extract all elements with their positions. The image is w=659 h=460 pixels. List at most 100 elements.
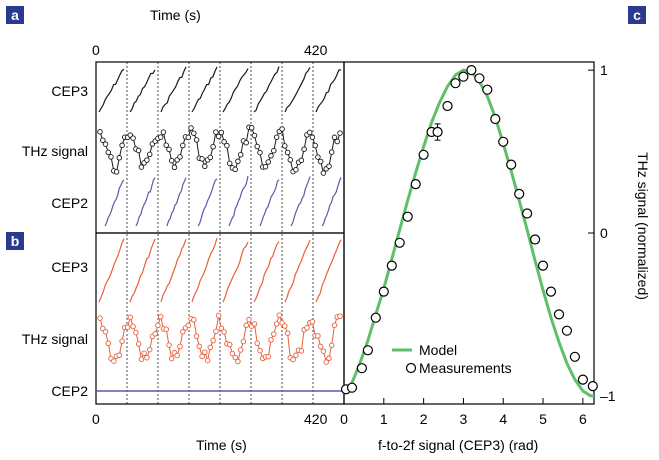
panel-a-thz-point	[135, 147, 142, 154]
x-axis-label: f-to-2f signal (CEP3) (rad)	[378, 437, 538, 453]
panel-b-label-cep3: CEP3	[51, 259, 88, 275]
panel-b-thz-point	[243, 322, 249, 329]
panel-b-thz-point	[155, 322, 161, 329]
panel-a-thz-point	[254, 143, 260, 150]
panel-a-thz-point	[326, 163, 332, 169]
panel-b-thz-point	[97, 315, 103, 321]
measurement-point	[442, 100, 453, 112]
panel-a-thz-point	[337, 130, 343, 136]
panel-a-thz-point	[218, 129, 225, 136]
panel-a-thz-point	[328, 149, 335, 155]
panel-a-thz-point	[160, 129, 167, 135]
time-label-top: Time (s)	[150, 7, 201, 23]
panel-b-thz-point	[232, 354, 238, 361]
panel-a-thz-point	[213, 129, 219, 135]
measurement-point	[410, 179, 421, 190]
panel-a-badge: a	[6, 6, 24, 24]
panel-a-thz-point	[168, 157, 175, 164]
panel-a-thz-point	[279, 126, 285, 132]
panel-b-thz-point	[138, 356, 145, 362]
panel-b-thz-point	[102, 328, 109, 335]
panel-c-badge: c	[628, 6, 646, 24]
panel-b-thz-point	[174, 352, 180, 359]
panel-a-thz-point	[105, 149, 112, 156]
panel-b-thz-point	[237, 347, 244, 353]
measurement-point	[474, 73, 485, 84]
panel-b-thz-point	[323, 359, 329, 365]
panel-a-thz-point	[237, 151, 244, 158]
model-curve	[342, 68, 594, 398]
tick-end-bottom: 420	[304, 411, 328, 427]
panel-b-thz-point	[273, 321, 280, 327]
panel-b-thz-point	[191, 317, 197, 323]
measurement-point	[356, 363, 367, 374]
panel-a-thz-point	[282, 143, 288, 149]
measurement-point	[466, 64, 477, 76]
panel-b-thz-point	[133, 329, 139, 336]
panel-b-thz-point	[111, 358, 117, 364]
panel-a-thz-point	[243, 139, 249, 146]
panel-b-label-cep2: CEP2	[51, 383, 88, 399]
panel-a-thz-point	[144, 157, 150, 163]
legend-model-label: Model	[419, 342, 457, 358]
panel-b-thz-point	[213, 328, 219, 335]
measurement-point	[498, 136, 509, 147]
panel-b-thz-point	[254, 340, 260, 346]
x-tick-label: 0	[340, 411, 348, 427]
panel-b-badge: b	[6, 232, 24, 250]
panel-a-thz-point	[221, 139, 227, 145]
panel-b-thz-point	[105, 340, 112, 347]
measurement-point	[561, 325, 573, 336]
panel-b-thz-point	[268, 337, 274, 343]
measurement-point	[545, 286, 557, 297]
panel-b-thz-point	[185, 322, 192, 329]
left-traces	[96, 66, 344, 392]
measurement-point	[490, 113, 501, 125]
measurement-point	[402, 211, 413, 222]
panel-b-thz-point	[221, 329, 227, 335]
panel-a-thz-point	[235, 158, 241, 165]
panel-b-thz-point	[271, 331, 277, 337]
measurement-point	[450, 78, 461, 89]
panel-a-thz-point	[97, 129, 103, 135]
panel-b-thz-point	[328, 342, 335, 349]
panel-b-thz-point	[199, 353, 205, 360]
panel-a-thz-point	[232, 166, 238, 173]
panel-b-label-thz: THz signal	[22, 331, 88, 347]
panel-a-thz-point	[317, 158, 324, 165]
panel-a-thz-point	[215, 133, 222, 140]
panel-b-thz-point	[144, 354, 150, 361]
panel-a-thz-point	[116, 155, 123, 161]
panel-a-label-thz: THz signal	[22, 143, 88, 159]
panel-a-thz-point	[102, 141, 109, 147]
panel-a-thz-point	[199, 156, 205, 162]
panel-b-thz-point	[331, 322, 338, 328]
x-tick-label: 4	[499, 411, 507, 427]
panel-b-thz-point	[304, 325, 310, 331]
y-tick-label: 1	[600, 62, 608, 78]
y-axis-label: THz signal (normalized)	[635, 152, 651, 300]
panel-a-thz-point	[191, 130, 197, 136]
panel-a-thz-point	[306, 129, 313, 136]
panel-b-thz-point	[180, 329, 186, 335]
legend-measurements-marker	[405, 362, 417, 374]
panel-a-thz-point	[251, 132, 258, 139]
panel-b-thz-point	[284, 330, 291, 336]
x-tick-label: 5	[539, 411, 547, 427]
measurement-point	[458, 71, 469, 82]
panel-a-cep2-trace	[104, 175, 342, 227]
panel-a-thz-point	[315, 154, 321, 160]
panel-a-thz-point	[202, 163, 208, 170]
panel-b-thz-point	[196, 343, 203, 350]
measurement-point	[553, 309, 565, 320]
panel-b-thz-point	[168, 355, 175, 362]
panel-b-thz-point	[130, 323, 136, 330]
panel-a-thz-point	[113, 169, 120, 175]
panel-b-thz-point	[218, 325, 225, 332]
measurement-point	[587, 381, 598, 392]
panel-b-thz-point	[265, 353, 272, 360]
y-tick-label: –1	[600, 388, 616, 404]
panel-b-thz-point	[177, 343, 183, 350]
panel-b-thz-point	[282, 323, 288, 329]
